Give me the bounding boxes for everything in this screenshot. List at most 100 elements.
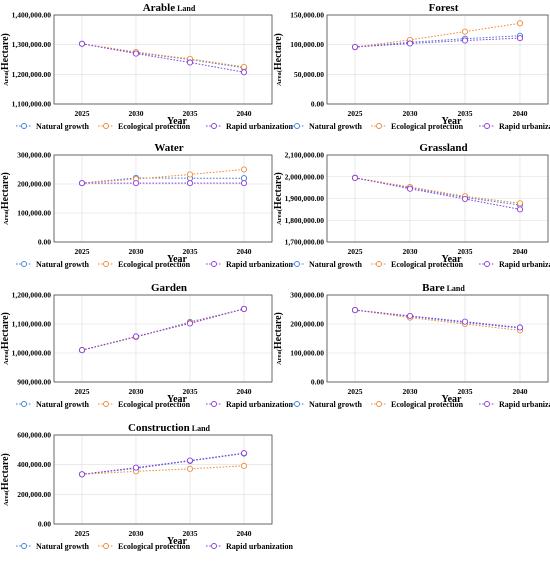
legend-label-natural-growth: Natural growth — [36, 542, 90, 551]
data-point-rapid-urbanization — [240, 180, 248, 187]
chart-title: Bare Land — [422, 282, 465, 294]
plot-frame — [326, 154, 549, 243]
legend-label-ecological-protection: Ecological protection — [118, 260, 191, 269]
legend-marker-natural-growth — [21, 543, 27, 549]
data-point-rapid-urbanization — [240, 305, 248, 312]
series-line-rapid-urbanization — [81, 308, 245, 351]
data-point-ecological-protection — [186, 465, 194, 472]
legend: Natural growth Ecological protection Rapid… — [289, 400, 550, 409]
data-point-rapid-urbanization — [78, 180, 86, 187]
x-tick-label: 2035 — [183, 247, 198, 256]
chart-title: Garden — [151, 282, 187, 294]
x-tick-label: 2040 — [513, 109, 528, 118]
x-tick-label: 2025 — [348, 387, 363, 396]
chart-title: Grassland — [419, 142, 467, 154]
y-tick-label: 1,100,000.00 — [12, 320, 52, 329]
series-line-ecological-protection — [81, 43, 245, 68]
legend-marker-ecological-protection — [103, 543, 109, 549]
chart-title-main: Forest — [429, 2, 459, 14]
x-axis-label: Year — [442, 116, 463, 127]
series-line-ecological-protection — [81, 465, 245, 475]
y-axis-label-main: Hectare) — [0, 33, 11, 70]
legend-marker-rapid-urbanization — [484, 123, 490, 129]
y-tick-label: 300,000.00 — [290, 291, 324, 300]
chart-panel-grassland: Grassland 1,700,000.00 1,800,000.00 1,900,0… — [273, 142, 550, 269]
y-tick-label: 2,000,000.00 — [285, 172, 325, 181]
x-axis-label: Year — [442, 394, 463, 405]
chart-title-main: Construction — [128, 422, 190, 434]
data-point-rapid-urbanization — [461, 37, 469, 44]
y-axis-label-main: Hectare) — [0, 453, 11, 490]
legend-marker-ecological-protection — [103, 123, 109, 129]
data-point-ecological-protection — [516, 200, 524, 207]
x-tick-label: 2025 — [348, 109, 363, 118]
y-tick-label: 1,900,000.00 — [285, 194, 325, 203]
y-axis-label: Area(Hectare) — [273, 312, 284, 365]
data-point-rapid-urbanization — [240, 450, 248, 457]
legend-marker-rapid-urbanization — [211, 261, 217, 267]
series-line-rapid-urbanization — [354, 177, 521, 210]
y-axis-label-prefix: Area( — [3, 490, 10, 506]
series-line-natural-growth — [354, 177, 521, 206]
series-line-natural-growth — [354, 35, 521, 48]
y-axis-label-prefix: Area( — [276, 70, 283, 86]
x-axis-label: Year — [167, 394, 188, 405]
y-tick-label: 1,800,000.00 — [285, 216, 325, 225]
legend-label-ecological-protection: Ecological protection — [118, 400, 191, 409]
chart-title-main: Grassland — [419, 142, 467, 154]
data-point-ecological-protection — [240, 166, 248, 173]
y-tick-label: 0.00 — [38, 520, 51, 529]
data-point-ecological-protection — [461, 28, 469, 35]
plot-frame — [53, 154, 273, 243]
data-point-rapid-urbanization — [406, 312, 414, 319]
x-axis-label: Year — [167, 116, 188, 127]
legend-marker-rapid-urbanization — [211, 543, 217, 549]
legend-label-ecological-protection: Ecological protection — [118, 542, 191, 551]
x-tick-label: 2040 — [513, 247, 528, 256]
x-tick-label: 2040 — [237, 529, 252, 538]
chart-panel-garden: Garden 900,000.00 1,000,000.00 1,100,000.00… — [0, 282, 293, 409]
x-axis-label: Year — [167, 254, 188, 265]
x-tick-label: 2035 — [183, 387, 198, 396]
data-point-rapid-urbanization — [186, 320, 194, 327]
chart-title-main: Bare — [422, 282, 445, 294]
data-point-ecological-protection — [516, 20, 524, 27]
legend-label-ecological-protection: Ecological protection — [118, 122, 191, 131]
y-tick-label: 1,000,000.00 — [12, 349, 52, 358]
data-point-rapid-urbanization — [406, 40, 414, 47]
data-point-ecological-protection — [186, 171, 194, 178]
legend-marker-natural-growth — [294, 123, 300, 129]
series-line-ecological-protection — [354, 309, 521, 331]
y-tick-label: 100,000.00 — [17, 209, 51, 218]
legend-label-ecological-protection: Ecological protection — [391, 400, 464, 409]
plot-frame — [326, 294, 549, 383]
data-point-rapid-urbanization — [132, 50, 140, 57]
chart-title-suffix: Land — [447, 284, 466, 293]
series-line-rapid-urbanization — [354, 37, 521, 48]
y-tick-label: 0.00 — [38, 238, 51, 247]
data-point-rapid-urbanization — [132, 333, 140, 340]
data-point-natural-growth — [240, 175, 248, 182]
y-tick-label: 200,000.00 — [17, 180, 51, 189]
y-tick-label: 150,000.00 — [290, 11, 324, 20]
y-axis-label: Area(Hectare) — [273, 33, 284, 86]
series-line-ecological-protection — [354, 177, 521, 204]
legend: Natural growth Ecological protection Rapid… — [16, 542, 293, 551]
x-tick-label: 2040 — [237, 247, 252, 256]
legend-marker-natural-growth — [294, 261, 300, 267]
legend-label-natural-growth: Natural growth — [309, 260, 363, 269]
legend: Natural growth Ecological protection Rapid… — [16, 400, 293, 409]
legend-marker-natural-growth — [294, 401, 300, 407]
chart-panel-arable: Arable Land 1,100,000.00 1,200,000.00 1,300,… — [0, 2, 293, 131]
y-axis-label-main: Hectare) — [273, 312, 284, 349]
x-tick-label: 2040 — [513, 387, 528, 396]
data-point-rapid-urbanization — [351, 307, 359, 314]
series-line-rapid-urbanization — [81, 43, 245, 73]
chart-title: Water — [154, 142, 183, 154]
legend-label-natural-growth: Natural growth — [36, 122, 90, 131]
y-tick-label: 300,000.00 — [17, 151, 51, 160]
y-tick-label: 1,200,000.00 — [12, 291, 52, 300]
plot-frame — [326, 14, 549, 105]
chart-panel-forest: Forest 0.00 50,000.00 100,000.00 150,000.00 2… — [273, 2, 550, 131]
data-point-rapid-urbanization — [461, 318, 469, 325]
